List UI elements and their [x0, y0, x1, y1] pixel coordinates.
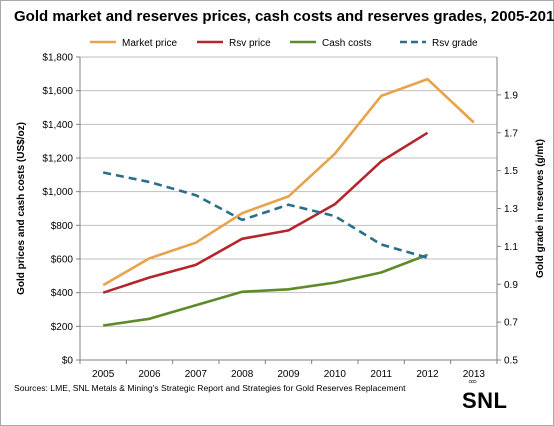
- y-tick-label: $400: [51, 288, 74, 299]
- x-tick-label: 2008: [231, 369, 254, 380]
- y2-tick-label: 1.5: [504, 166, 518, 177]
- chart-title: Gold market and reserves prices, cash co…: [14, 8, 554, 25]
- x-tick-label: 2011: [370, 369, 392, 380]
- y-tick-label: $1,400: [42, 120, 73, 131]
- legend-label: Cash costs: [322, 38, 371, 49]
- y-tick-label: $200: [51, 322, 74, 333]
- x-tick-label: 2005: [92, 369, 115, 380]
- series-lines: [102, 77, 475, 327]
- source-note: Sources: LME, SNL Metals & Mining's Stra…: [14, 383, 406, 393]
- y-tick-label: $1,200: [42, 154, 73, 165]
- y-tick-label: $800: [51, 221, 74, 232]
- y2-tick-label: 1.1: [504, 242, 518, 253]
- x-tick-label: 2013: [463, 369, 486, 380]
- y2-tick-label: 1.3: [504, 204, 518, 215]
- legend: Market price Rsv price Cash costs Rsv grade: [90, 38, 478, 49]
- series-line-rsv-price: [102, 131, 429, 294]
- x-tick-label: 2010: [324, 369, 347, 380]
- y2-tick-label: 0.7: [504, 318, 518, 329]
- series-line-rsv-grade: [102, 171, 428, 259]
- legend-label: Rsv price: [229, 38, 271, 49]
- legend-label: Rsv grade: [432, 38, 478, 49]
- y2-tick-label: 0.9: [504, 280, 518, 291]
- y2-tick-label: 1.7: [504, 128, 518, 139]
- y-tick-label: $1,600: [42, 86, 73, 97]
- legend-label: Market price: [122, 38, 177, 49]
- gridlines: [80, 56, 497, 327]
- x-tick-label: 2009: [277, 369, 300, 380]
- y-tick-label: $1,800: [42, 53, 73, 64]
- series-line-cash-costs: [103, 253, 428, 327]
- axis-labels: Gold prices and cash costs (US$/oz) Gold …: [16, 122, 546, 295]
- y-axis-title: Gold prices and cash costs (US$/oz): [16, 122, 27, 295]
- axes: $0 $200 $400 $600 $800 $1,000 $1,200 $1,400 $1,6…: [42, 53, 518, 381]
- y2-tick-label: 1.9: [504, 90, 518, 101]
- brand-dots-icon: °°°: [468, 379, 477, 391]
- y-tick-label: $0: [62, 356, 74, 367]
- y-tick-label: $600: [51, 255, 74, 266]
- y2-tick-label: 0.5: [504, 356, 518, 367]
- y2-axis-title: Gold grade in reserves (g/mt): [535, 139, 546, 278]
- brand-logo: SNL: [462, 388, 508, 413]
- series-line-market-price: [102, 77, 475, 287]
- x-tick-label: 2007: [185, 369, 208, 380]
- x-tick-label: 2006: [138, 369, 161, 380]
- x-tick-label: 2012: [416, 369, 439, 380]
- y-tick-label: $1,000: [42, 187, 73, 198]
